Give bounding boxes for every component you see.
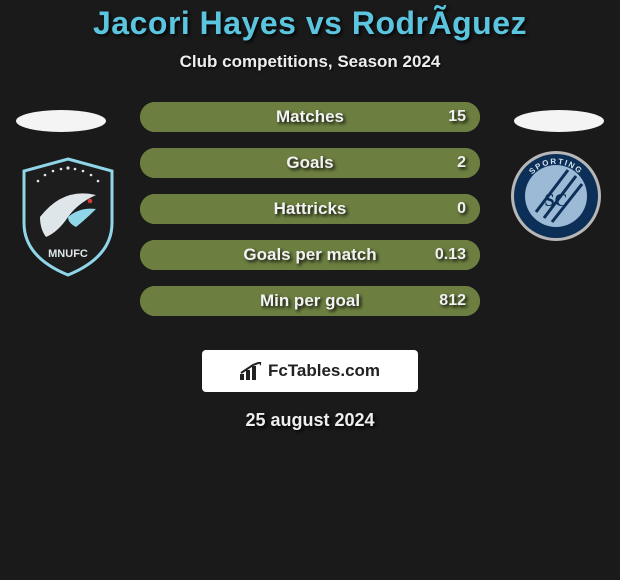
stat-bar-value: 812 bbox=[439, 292, 466, 310]
subtitle: Club competitions, Season 2024 bbox=[0, 52, 620, 72]
infographic-root: Jacori Hayes vs RodrÃ­guez Club competit… bbox=[0, 0, 620, 440]
stat-bar-label: Min per goal bbox=[260, 291, 360, 311]
stat-bar-row: Min per goal 812 bbox=[140, 286, 480, 316]
comparison-title: Jacori Hayes vs RodrÃ­guez bbox=[0, 5, 620, 42]
stat-bar-row: Hattricks 0 bbox=[140, 194, 480, 224]
stat-bar-label: Hattricks bbox=[274, 199, 347, 219]
stat-bar-value: 2 bbox=[457, 154, 466, 172]
stat-bar-value: 0 bbox=[457, 200, 466, 218]
sportingkc-logo-icon: SPORTING SC bbox=[510, 150, 602, 242]
stat-bars: Matches 15 Goals 2 Hattricks 0 Goals per match… bbox=[140, 102, 480, 332]
flag-left bbox=[16, 110, 106, 132]
svg-text:SC: SC bbox=[544, 190, 567, 210]
stat-bar-value: 15 bbox=[448, 108, 466, 126]
brand-pill: FcTables.com bbox=[202, 350, 418, 392]
brand-text: FcTables.com bbox=[268, 361, 380, 381]
stat-bar-label: Goals per match bbox=[243, 245, 376, 265]
stat-bar-row: Goals 2 bbox=[140, 148, 480, 178]
team-badge-left: MNUFC bbox=[18, 157, 118, 277]
stat-bar-label: Matches bbox=[276, 107, 344, 127]
comparison-body: MNUFC SPORTING bbox=[0, 102, 620, 332]
mnufc-logo-icon: MNUFC bbox=[18, 157, 118, 277]
stat-bar-row: Goals per match 0.13 bbox=[140, 240, 480, 270]
date-text: 25 august 2024 bbox=[0, 410, 620, 431]
svg-text:MNUFC: MNUFC bbox=[48, 248, 88, 260]
stat-bar-value: 0.13 bbox=[435, 246, 466, 264]
flag-right bbox=[514, 110, 604, 132]
fctables-icon bbox=[240, 362, 264, 380]
stat-bar-label: Goals bbox=[286, 153, 333, 173]
stat-bar-row: Matches 15 bbox=[140, 102, 480, 132]
team-badge-right: SPORTING SC bbox=[510, 150, 602, 242]
